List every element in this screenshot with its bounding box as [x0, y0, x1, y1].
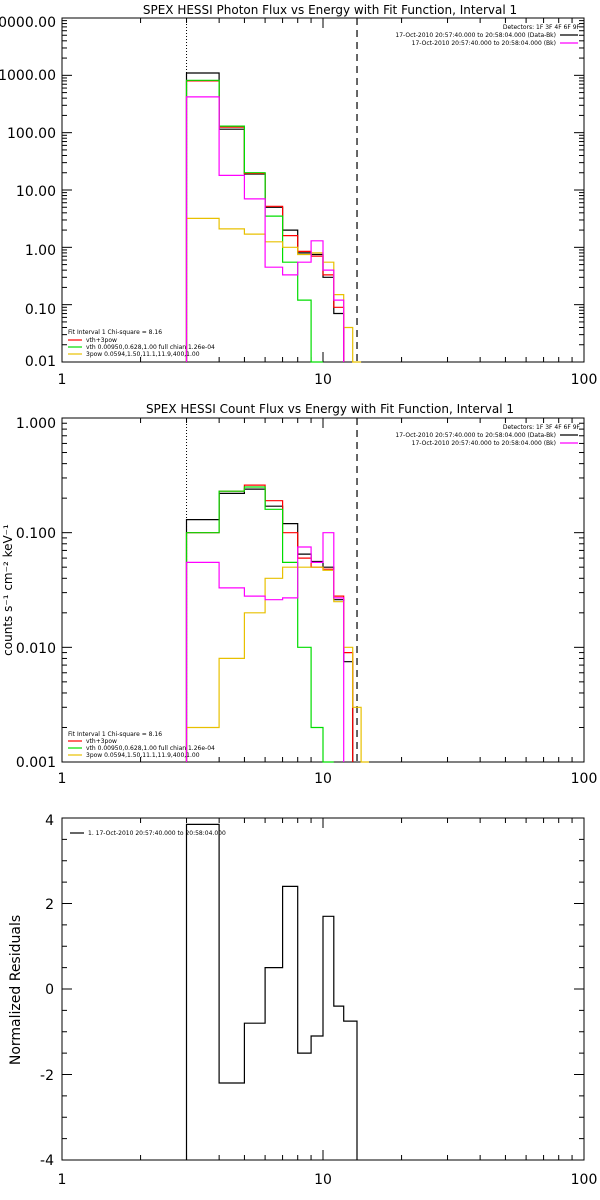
panel3-legend: 1. 17-Oct-2010 20:57:40.000 to 20:58:04.… [88, 830, 226, 837]
panel2-y-ticks [62, 417, 584, 763]
panel3-y-tick-label: 4 [45, 813, 54, 829]
panel3-y-axis-label: Normalized Residuals [8, 915, 24, 1065]
panel1-y-tick-label: 10.00 [16, 184, 56, 200]
panel3-x-ticks [61, 818, 585, 1160]
residuals-panel: Normalized Residuals 1 10 100 -4 -2 0 2 … [8, 813, 597, 1188]
panel1-y-tick-label: 1.00 [25, 243, 56, 259]
panel2-legend-chisq: Fit Interval 1 Chi-square = 8.16 [68, 731, 162, 738]
panel1-legend-thermal: vth 0.00950,0.628,1.00 full chian 1.26e-… [86, 344, 215, 351]
panel3-y-tick-label: 2 [45, 897, 54, 913]
panel3-x-tick-label-100: 100 [571, 1172, 598, 1188]
panel1-x-tick-label-10: 10 [314, 372, 332, 388]
panel3-x-tick-label-1: 1 [58, 1172, 67, 1188]
panel1-legend-chisq: Fit Interval 1 Chi-square = 8.16 [68, 329, 162, 336]
panel2-legend-right-data: 17-Oct-2010 20:57:40.000 to 20:58:04.000… [395, 432, 556, 439]
panel1-detectors: Detectors: 1F 3F 4F 6F 9F [503, 24, 581, 31]
panel2-x-tick-label-1: 1 [58, 771, 67, 787]
panel2-y-tick-label: 0.010 [16, 641, 56, 657]
panel2-x-ticks [61, 418, 585, 762]
panel3-series [185, 823, 358, 1160]
panel1-legend-total: vth+3pow [86, 337, 117, 344]
panel3-y-tick-label: -2 [40, 1068, 54, 1084]
panel1-title: SPEX HESSI Photon Flux vs Energy with Fi… [143, 3, 517, 17]
series-data-bk [185, 72, 345, 362]
panel2-legend-right-bk: 17-Oct-2010 20:57:40.000 to 20:58:04.000… [412, 440, 556, 447]
panel1-legend-powerlaw: 3pow 0.0594,1.50,11.1,11.9,400,1.00 [86, 351, 200, 358]
series-data-bk [185, 488, 354, 762]
panel1-legend-right-bk: 17-Oct-2010 20:57:40.000 to 20:58:04.000… [412, 40, 556, 47]
panel1-y-tick-label: 0.10 [25, 302, 56, 318]
series-3pow [185, 566, 369, 763]
panel2-plot-frame [61, 417, 585, 763]
panel2-series [185, 418, 369, 763]
panel3-y-tick-label: -4 [40, 1153, 54, 1169]
panel1-legend-right-data: 17-Oct-2010 20:57:40.000 to 20:58:04.000… [395, 32, 556, 39]
series-vth [185, 486, 334, 763]
panel1-x-tick-label-100: 100 [571, 372, 598, 388]
panel2-legend-thermal: vth 0.00950,0.628,1.00 full chian 1.26e-… [86, 745, 215, 752]
panel2-legend-powerlaw: 3pow 0.0594,1.50,11.1,11.9,400,1.00 [86, 752, 200, 759]
panel1-x-tick-label-1: 1 [58, 372, 67, 388]
series-residuals [185, 823, 358, 1160]
panel2-y-tick-label: 1.000 [16, 416, 56, 432]
photon-flux-panel: SPEX HESSI Photon Flux vs Energy with Fi… [0, 3, 597, 388]
panel2-y-tick-label: 0.100 [16, 526, 56, 542]
panel2-x-tick-label-10: 10 [314, 771, 332, 787]
panel1-y-tick-label: 0.01 [25, 354, 56, 370]
panel1-y-tick-label: 1000.00 [0, 68, 56, 84]
panel1-y-tick-label: 100.00 [7, 126, 56, 142]
count-flux-panel: SPEX HESSI Count Flux vs Energy with Fit… [1, 402, 597, 787]
panel3-y-tick-label: 0 [45, 982, 54, 998]
panel1-x-ticks [61, 18, 585, 362]
panel2-y-tick-label: 0.001 [16, 755, 56, 771]
panel2-x-tick-label-100: 100 [571, 771, 598, 787]
panel2-y-axis-label: counts s⁻¹ cm⁻² keV⁻¹ [1, 524, 15, 656]
series-vth [185, 79, 323, 363]
series-vth-3pow [185, 80, 345, 362]
panel1-y-tick-label: 0000.00 [0, 15, 56, 31]
panel1-y-ticks [62, 17, 584, 363]
series-bk [185, 532, 345, 762]
series-3pow [185, 217, 362, 363]
panel1-plot-frame [61, 17, 585, 363]
panel2-title: SPEX HESSI Count Flux vs Energy with Fit… [146, 402, 514, 416]
panel1-series [185, 18, 362, 363]
series-vth-3pow [185, 484, 354, 762]
panel3-x-tick-label-10: 10 [314, 1172, 332, 1188]
panel2-detectors: Detectors: 1F 3F 4F 6F 9F [503, 424, 581, 431]
series-bk [185, 96, 345, 362]
panel3-y-ticks [62, 817, 584, 1161]
panel2-legend-total: vth+3pow [86, 738, 117, 745]
